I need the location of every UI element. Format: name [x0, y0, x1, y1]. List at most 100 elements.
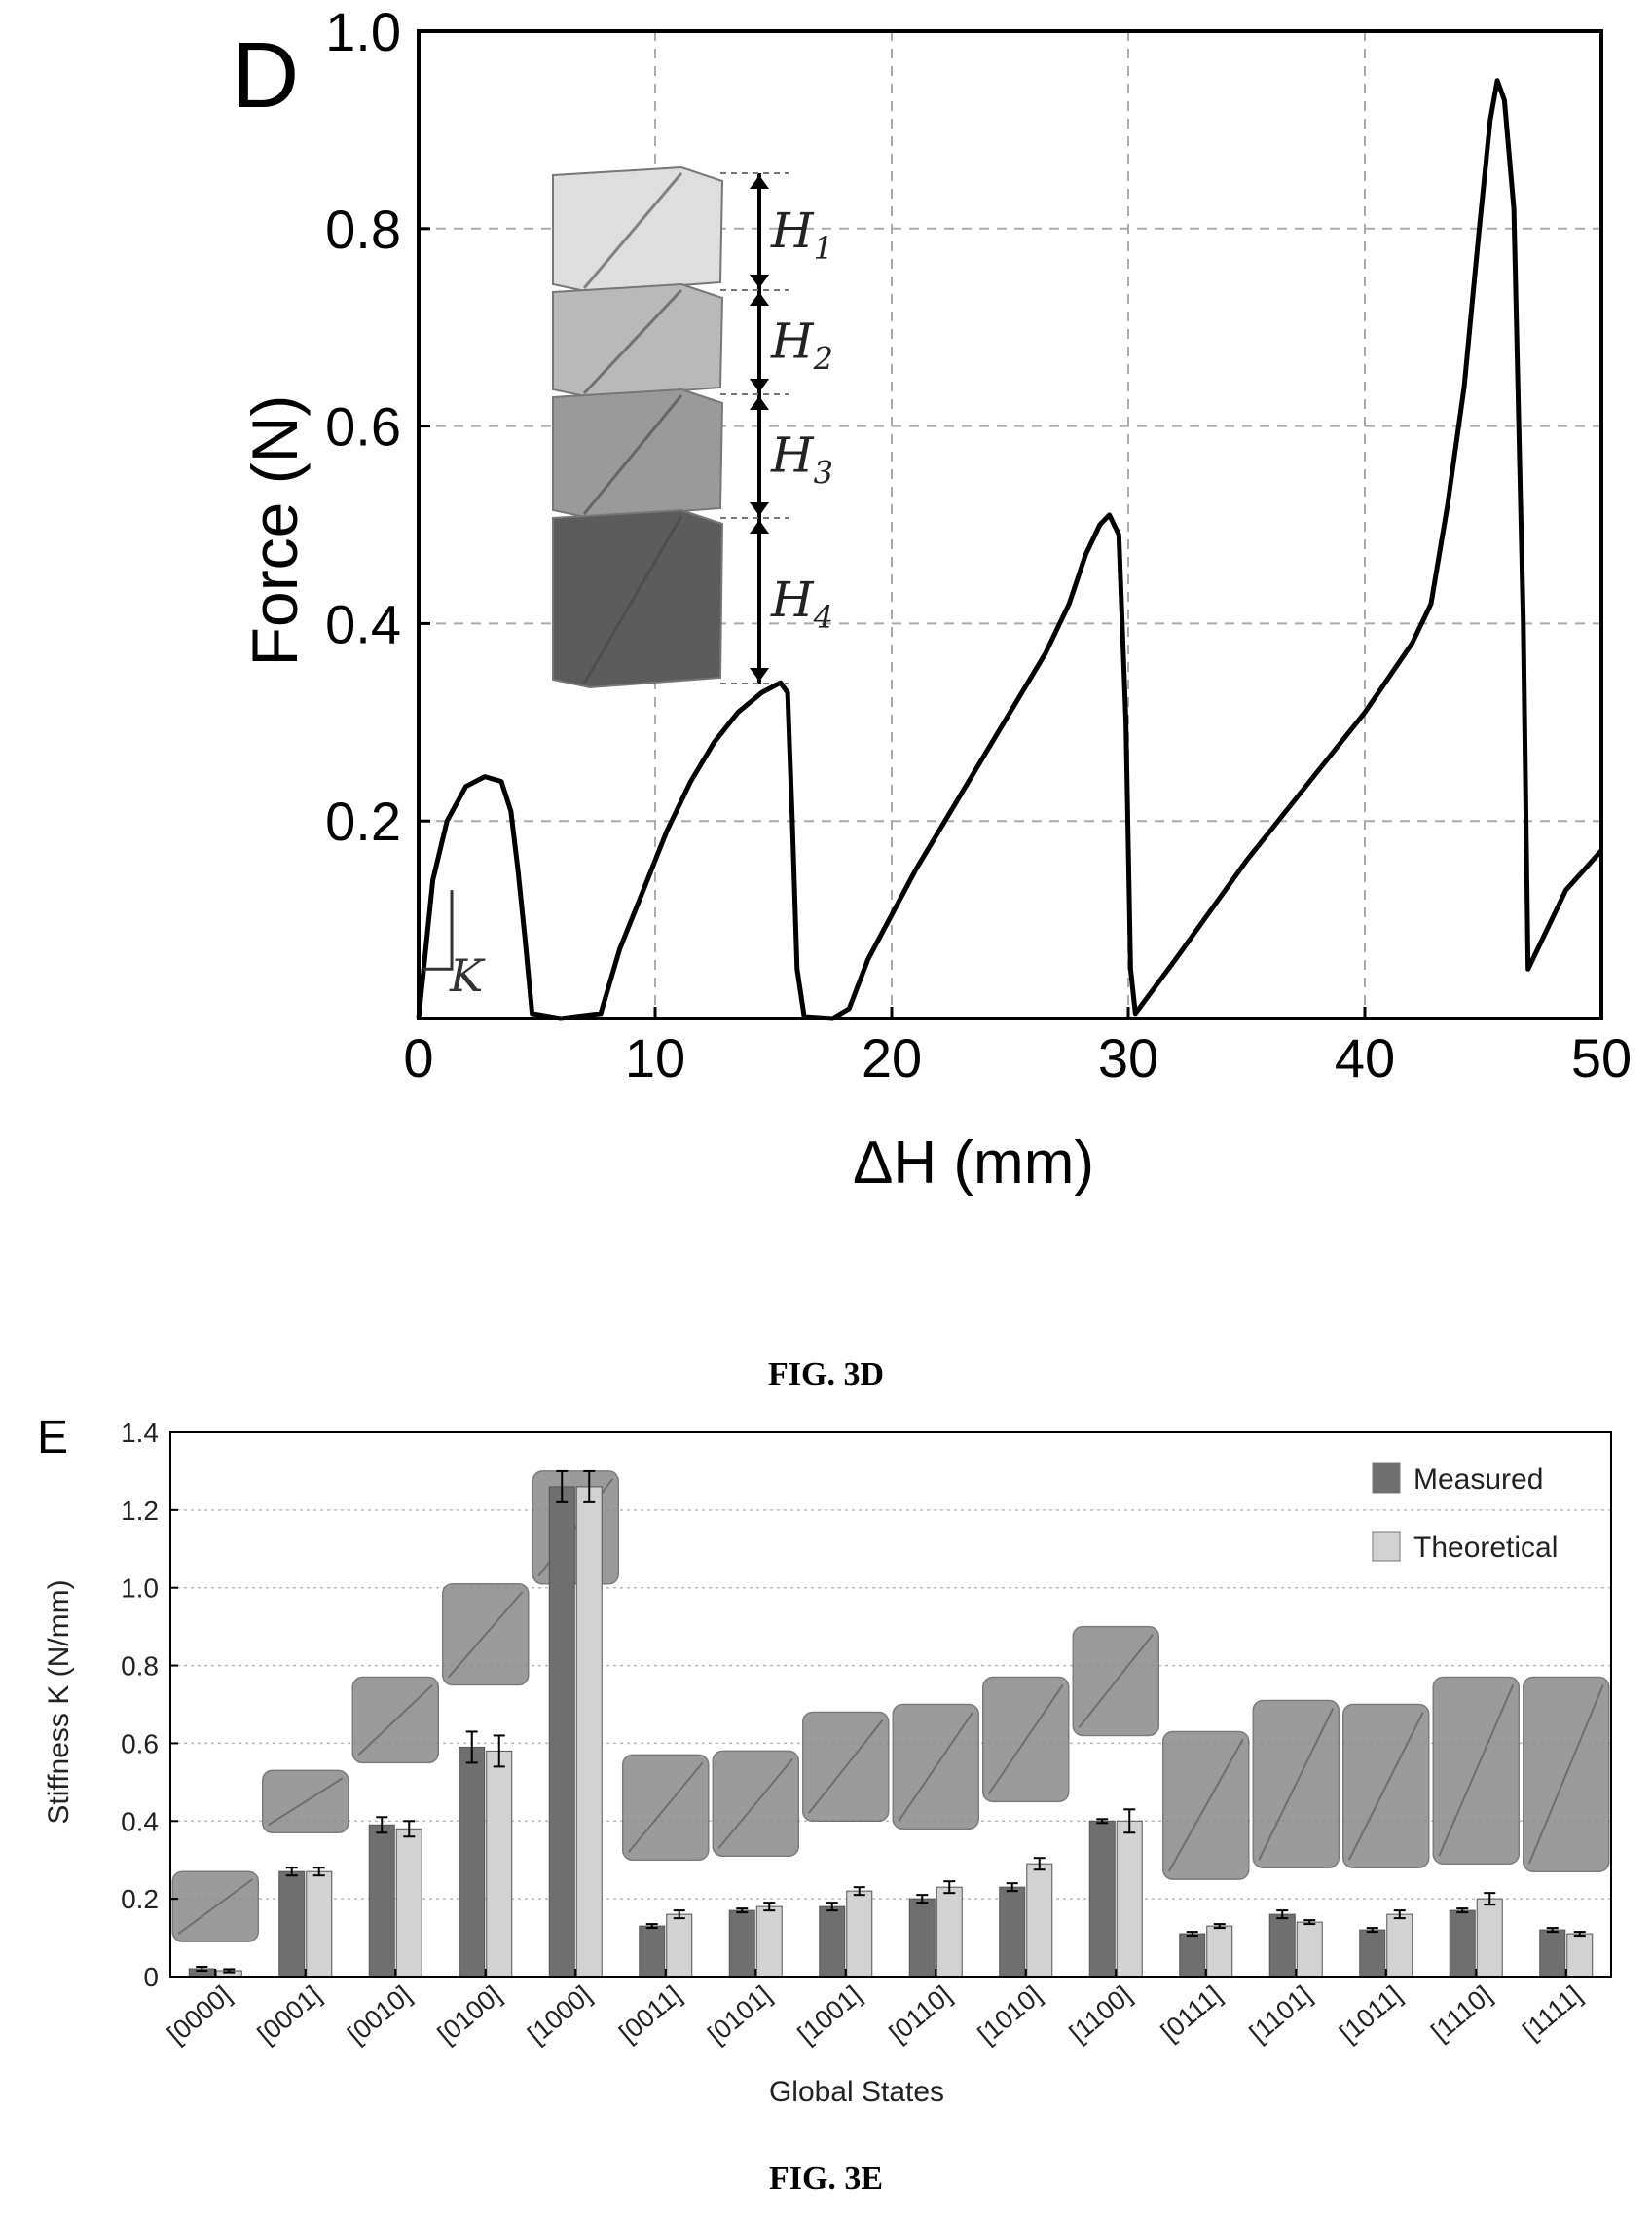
x-tick-label: 50: [1571, 1027, 1632, 1089]
panel-letter-e: E: [37, 1412, 68, 1463]
x-tick-label: [0111]: [1156, 1980, 1228, 2048]
tower-unit-2: [552, 282, 724, 399]
height-label-letter: H: [770, 314, 815, 370]
plot-frame-e: [169, 1431, 1612, 1978]
bar-theoretical: [936, 1886, 963, 1978]
bar-theoretical: [1386, 1913, 1413, 1978]
bar-measured: [1359, 1929, 1386, 1978]
x-tick-label: [0011]: [613, 1980, 686, 2049]
y-tick-label: 1.0: [325, 1, 401, 62]
bar-theoretical: [1296, 1921, 1323, 1978]
y-tick-label: 0.6: [325, 396, 401, 458]
x-tick-label: [1001]: [792, 1980, 867, 2050]
height-label: H2: [770, 314, 833, 378]
state-model-crease: [898, 1711, 974, 1822]
arrowhead-down: [750, 502, 769, 516]
bar-measured: [1449, 1909, 1476, 1978]
plot-frame-d: [417, 29, 1603, 1020]
y-tick-label: 0.6: [121, 1728, 159, 1758]
height-label-index: 4: [813, 599, 833, 636]
x-tick-label: 10: [625, 1027, 685, 1089]
bar-measured: [639, 1925, 666, 1978]
state-model-crease: [1347, 1712, 1424, 1861]
tower-crease: [582, 288, 683, 395]
bar-measured: [1179, 1933, 1206, 1978]
y-tick-label: 0.4: [325, 593, 401, 654]
state-model-crease: [1167, 1738, 1244, 1872]
height-label: H1: [770, 203, 833, 267]
legend-swatch: [1372, 1462, 1401, 1494]
state-model-crease: [357, 1683, 433, 1756]
height-label: H3: [770, 427, 833, 492]
slope-triangle: [422, 890, 454, 971]
bar-theoretical: [1026, 1863, 1053, 1978]
figure-caption-3d: FIG. 3D: [768, 1356, 884, 1392]
tower-crease: [582, 515, 683, 684]
bar-measured: [819, 1905, 846, 1978]
bar-measured: [548, 1486, 575, 1978]
x-tick-label: [0010]: [342, 1980, 417, 2050]
height-label-index: 2: [813, 341, 833, 378]
force-curve: [416, 78, 1603, 1021]
bar-measured: [368, 1824, 395, 1978]
bar-theoretical: [666, 1913, 693, 1978]
bar-theoretical: [846, 1890, 873, 1978]
bar-measured: [999, 1886, 1026, 1978]
state-model-crease: [268, 1777, 344, 1827]
bar-theoretical: [1566, 1933, 1594, 1978]
state-model-crease: [807, 1719, 884, 1814]
legend-swatch: [1372, 1531, 1401, 1562]
figure-caption-3e: FIG. 3E: [768, 2161, 884, 2197]
tower-unit-1: [552, 166, 724, 294]
bar-theoretical: [395, 1828, 422, 1978]
bar-theoretical: [1206, 1925, 1233, 1978]
x-tick-label: 0: [403, 1027, 433, 1089]
bar-measured: [728, 1909, 755, 1978]
axis-ticks-d: 0 10 20 30 40 50 0.2 0.4 0.6 0.8 1.0: [325, 1, 1632, 1089]
slope-label: K: [449, 949, 486, 1002]
state-model-crease: [1078, 1634, 1155, 1729]
bar-theoretical: [486, 1750, 513, 1978]
bar-theoretical: [306, 1870, 333, 1978]
y-tick-label: 0.2: [325, 791, 401, 852]
state-model-crease: [447, 1591, 524, 1679]
y-tick-label: 1.0: [121, 1573, 159, 1604]
x-tick-label: [1100]: [1064, 1980, 1137, 2049]
legend-label: Theoretical: [1413, 1532, 1558, 1564]
state-model-crease: [987, 1683, 1064, 1794]
x-tick-label: [1111]: [1517, 1980, 1587, 2046]
height-label-letter: H: [770, 572, 815, 628]
state-model-icons: [171, 1470, 1610, 1942]
legend-label: Measured: [1413, 1463, 1543, 1496]
height-label-index: 3: [814, 455, 833, 492]
x-tick-label: [0101]: [702, 1980, 777, 2050]
x-axis-label-e: Global States: [769, 2076, 944, 2108]
bar-theoretical: [575, 1486, 603, 1978]
tower-unit-4: [552, 508, 724, 689]
bar-measured: [908, 1898, 936, 1978]
x-tick-label: [1101]: [1244, 1980, 1317, 2049]
x-tick-label: [0000]: [162, 1980, 237, 2050]
legend: Measured Theoretical: [1372, 1462, 1558, 1564]
bar-measured: [1268, 1913, 1296, 1978]
arrowhead-down: [750, 379, 769, 392]
bar-measured: [1539, 1929, 1566, 1978]
arrowhead-up: [750, 520, 769, 534]
y-tick-label: 0.4: [121, 1806, 159, 1836]
bar-theoretical: [755, 1905, 783, 1978]
x-tick-label: [1000]: [522, 1980, 597, 2050]
y-axis-label-d: Force (N): [239, 395, 311, 667]
arrowhead-down: [750, 668, 769, 682]
tower-crease: [582, 394, 683, 515]
height-label-letter: H: [770, 427, 815, 484]
state-model-crease: [1527, 1684, 1604, 1865]
state-model-crease: [717, 1757, 794, 1849]
bar-measured: [1088, 1820, 1116, 1978]
y-tick-label: 1.2: [121, 1496, 159, 1526]
x-tick-label: [1010]: [973, 1980, 1047, 2050]
x-axis-label-d: ΔH (mm): [853, 1129, 1094, 1197]
bar-theoretical: [1476, 1898, 1503, 1978]
arrowhead-up: [750, 396, 769, 410]
